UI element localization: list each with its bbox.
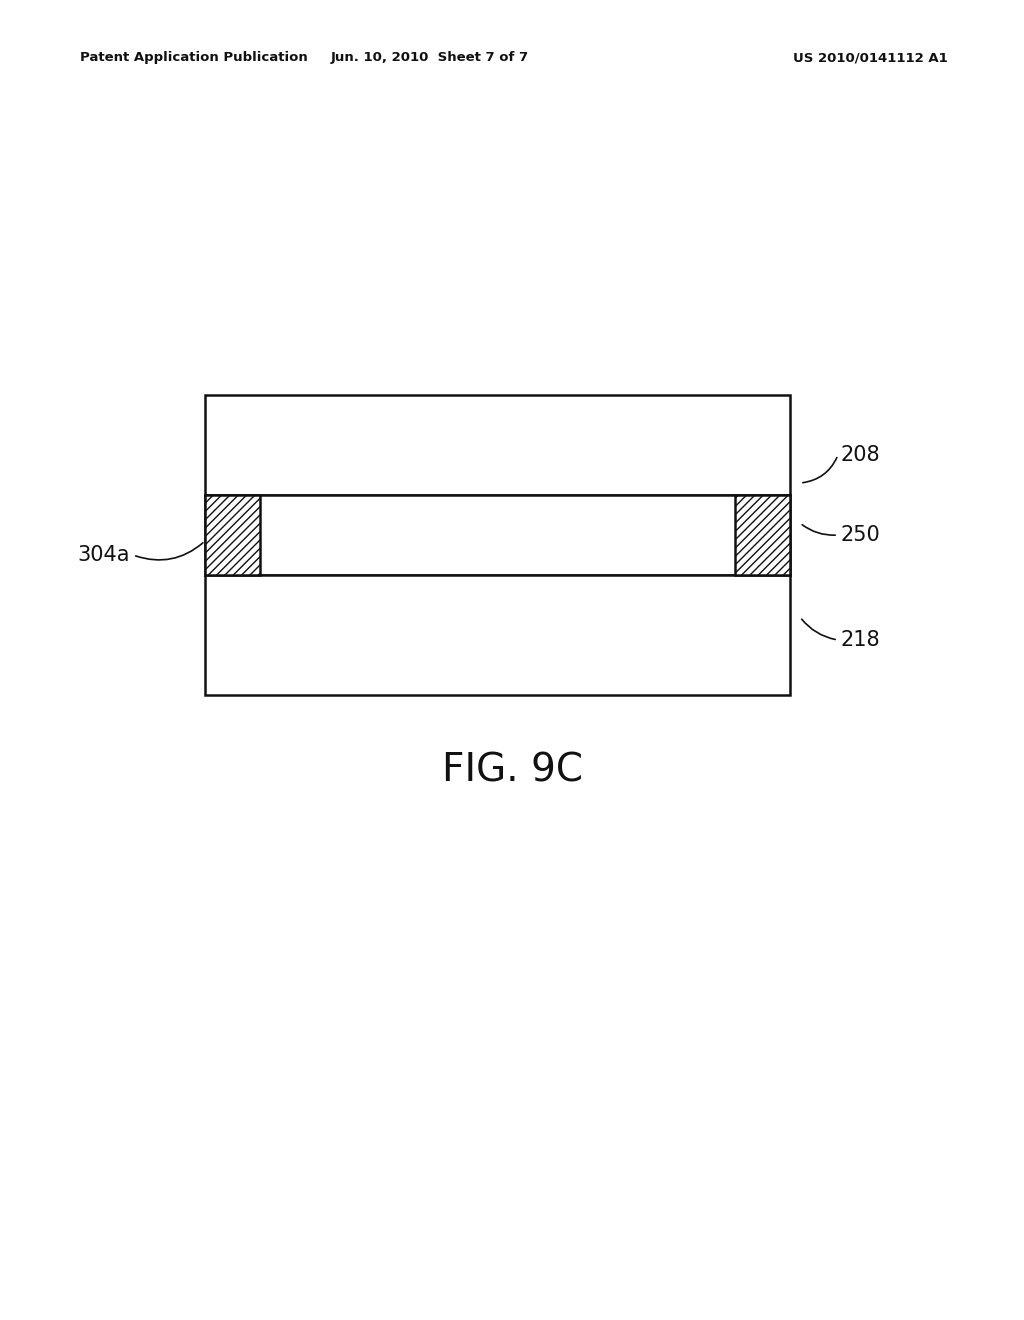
Bar xyxy=(205,395,790,495)
Text: 218: 218 xyxy=(840,630,880,649)
Bar xyxy=(735,495,790,576)
Text: US 2010/0141112 A1: US 2010/0141112 A1 xyxy=(793,51,947,65)
Text: FIG. 9C: FIG. 9C xyxy=(441,751,583,789)
Bar xyxy=(205,576,790,696)
Text: Jun. 10, 2010  Sheet 7 of 7: Jun. 10, 2010 Sheet 7 of 7 xyxy=(331,51,529,65)
Bar xyxy=(205,495,260,576)
Text: 208: 208 xyxy=(840,445,880,465)
Text: Patent Application Publication: Patent Application Publication xyxy=(80,51,308,65)
Text: 250: 250 xyxy=(840,525,880,545)
Bar xyxy=(205,495,790,576)
Text: 304a: 304a xyxy=(78,545,130,565)
